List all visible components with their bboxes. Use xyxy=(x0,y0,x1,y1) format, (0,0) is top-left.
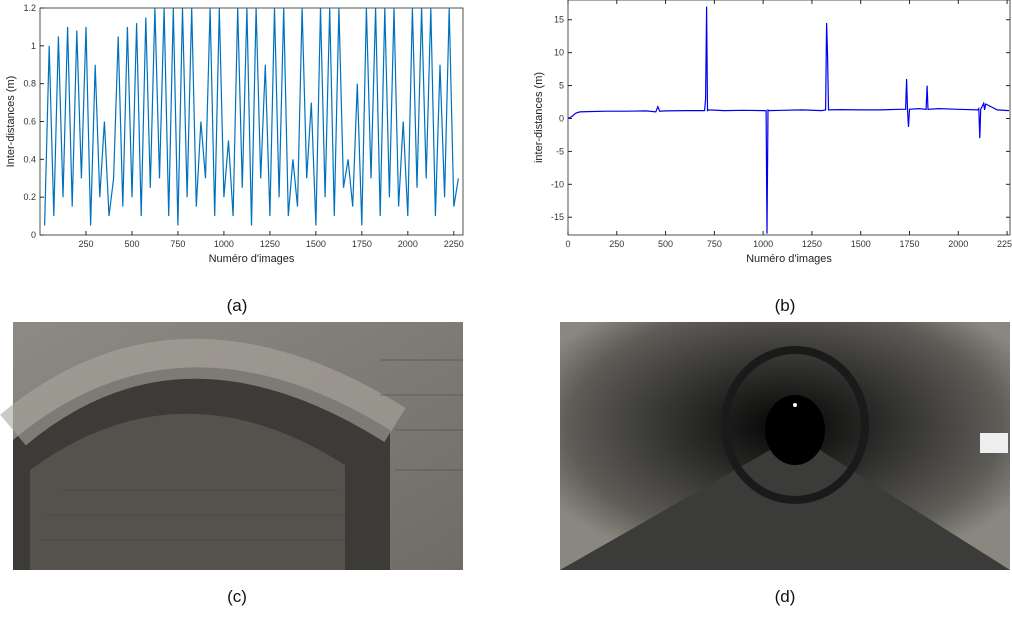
x-tick-label: 2250 xyxy=(997,239,1012,249)
y-axis-label: inter-distances (m) xyxy=(533,72,545,163)
x-tick-label: 500 xyxy=(658,239,673,249)
data-line xyxy=(568,6,1010,234)
x-tick-label: 0 xyxy=(565,239,570,249)
caption: (c) xyxy=(227,587,247,606)
x-axis-label: Numéro d'images xyxy=(746,253,832,265)
x-tick-label: 250 xyxy=(78,239,93,249)
y-tick-label: 10 xyxy=(554,48,564,58)
plot-area xyxy=(44,8,459,226)
axes-box xyxy=(567,0,1011,236)
y-tick-label: 1 xyxy=(31,41,36,51)
x-tick-label: 1500 xyxy=(306,239,326,249)
x-tick-label: 1750 xyxy=(352,239,372,249)
caption: (b) xyxy=(775,296,796,315)
y-tick-label: 0 xyxy=(559,113,564,123)
x-tick-label: 250 xyxy=(609,239,624,249)
y-tick-label: 0.6 xyxy=(23,117,36,127)
caption: (a) xyxy=(227,296,248,315)
y-tick-label: -10 xyxy=(551,179,564,189)
caption: (d) xyxy=(775,587,796,606)
x-tick-label: 1500 xyxy=(851,239,871,249)
y-tick-label: 0.2 xyxy=(23,192,36,202)
data-line xyxy=(44,8,459,226)
x-tick-label: 1750 xyxy=(899,239,919,249)
y-tick-label: -5 xyxy=(556,146,564,156)
x-tick-label: 2250 xyxy=(444,239,464,249)
x-tick-label: 750 xyxy=(707,239,722,249)
x-tick-label: 1000 xyxy=(753,239,773,249)
plot-area xyxy=(568,6,1010,234)
x-tick-label: 2000 xyxy=(398,239,418,249)
x-tick-label: 750 xyxy=(170,239,185,249)
y-tick-label: -15 xyxy=(551,212,564,222)
y-axis-label: Inter-distances (m) xyxy=(5,76,17,168)
y-tick-label: 0.4 xyxy=(23,154,36,164)
x-tick-label: 1000 xyxy=(214,239,234,249)
photo-arch xyxy=(0,322,463,570)
y-tick-label: 0.8 xyxy=(23,79,36,89)
y-tick-label: 0 xyxy=(31,230,36,240)
x-axis-label: Numéro d'images xyxy=(209,253,295,265)
x-tick-label: 1250 xyxy=(802,239,822,249)
x-tick-label: 1250 xyxy=(260,239,280,249)
photo-tunnel xyxy=(560,322,1010,570)
y-tick-label: 5 xyxy=(559,81,564,91)
x-tick-label: 2000 xyxy=(948,239,968,249)
x-tick-label: 500 xyxy=(124,239,139,249)
y-tick-label: 1.2 xyxy=(23,3,36,13)
y-tick-label: 15 xyxy=(554,15,564,25)
